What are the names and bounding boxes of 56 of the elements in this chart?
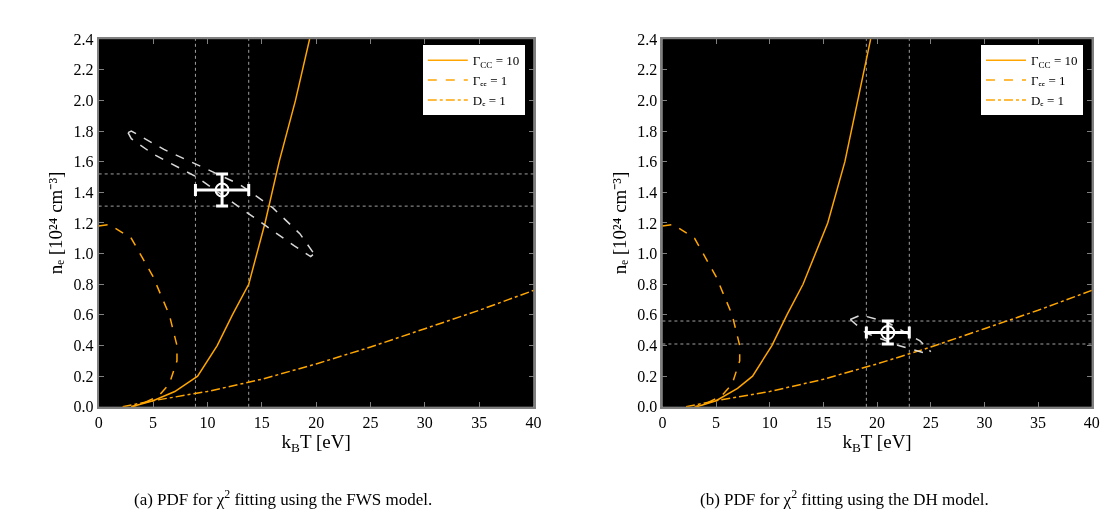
y-tick-label: 0.4 <box>637 337 658 355</box>
x-tick-label: 40 <box>1083 414 1100 432</box>
text: (b) PDF for χ$^{2}$ fitting using the DH model. <box>700 487 989 510</box>
x-tick-label: 30 <box>976 414 993 432</box>
x-tick-label: 25 <box>922 414 939 432</box>
x-tick-label: 15 <box>815 414 832 432</box>
y-tick-label: 0.4 <box>73 337 94 355</box>
y-tick-label: 0.2 <box>73 367 94 385</box>
y-tick-label: 2.0 <box>73 91 94 109</box>
text: (a) PDF for χ$^{2}$ fitting using the FWS model. <box>134 487 433 510</box>
legend-label: Dₑ = 1 <box>1030 93 1065 109</box>
y-tick-label: 1.2 <box>73 214 94 232</box>
x-axis-title: k$_{B}$T [eV] <box>281 431 351 456</box>
y-tick-label: 1.8 <box>73 122 94 140</box>
legend-label: Γₑₑ = 1 <box>472 73 508 89</box>
y-tick-label: 2.2 <box>73 61 94 79</box>
y-tick-label: 2.2 <box>637 61 658 79</box>
x-tick-label: 20 <box>308 414 325 432</box>
y-axis-title: nₑ [10²⁴ cm⁻³] <box>608 171 630 275</box>
y-tick-label: 1.0 <box>73 245 94 263</box>
legend-label: Γₑₑ = 1 <box>1030 73 1066 89</box>
x-tick-label: 10 <box>199 414 216 432</box>
x-tick-label: 30 <box>416 414 433 432</box>
y-tick-label: 0.8 <box>73 275 94 293</box>
y-tick-label: 0.8 <box>637 275 658 293</box>
x-tick-label: 0 <box>94 414 103 432</box>
y-tick-label: 0.2 <box>637 367 658 385</box>
y-tick-label: 2.0 <box>637 91 658 109</box>
x-tick-label: 5 <box>712 414 721 432</box>
y-tick-label: 2.4 <box>637 30 658 48</box>
y-tick-label: 1.4 <box>637 183 658 201</box>
y-tick-label: 0.6 <box>73 306 94 324</box>
x-tick-label: 15 <box>253 414 270 432</box>
x-axis-title: k$_{B}$T [eV] <box>842 431 912 456</box>
y-tick-label: 1.0 <box>637 245 658 263</box>
x-tick-label: 40 <box>525 414 542 432</box>
y-tick-label: 2.4 <box>73 30 94 48</box>
y-tick-label: 1.4 <box>73 183 94 201</box>
y-tick-label: 1.6 <box>73 153 94 171</box>
x-tick-label: 10 <box>761 414 778 432</box>
y-tick-label: 0.0 <box>637 398 658 416</box>
y-tick-label: 1.6 <box>637 153 658 171</box>
y-tick-label: 1.8 <box>637 122 658 140</box>
x-tick-label: 25 <box>362 414 379 432</box>
y-tick-label: 1.2 <box>637 214 658 232</box>
y-tick-label: 0.6 <box>637 306 658 324</box>
x-tick-label: 5 <box>149 414 158 432</box>
x-tick-label: 35 <box>1030 414 1047 432</box>
legend-label: Γ$_{CC}$ = 10 <box>1030 53 1078 70</box>
x-tick-label: 20 <box>869 414 886 432</box>
x-tick-label: 35 <box>471 414 488 432</box>
x-tick-label: 0 <box>658 414 667 432</box>
legend-label: Γ$_{CC}$ = 10 <box>472 53 520 70</box>
legend-label: Dₑ = 1 <box>472 93 506 109</box>
y-axis-title: nₑ [10²⁴ cm⁻³] <box>44 171 66 275</box>
y-tick-label: 0.0 <box>73 398 94 416</box>
